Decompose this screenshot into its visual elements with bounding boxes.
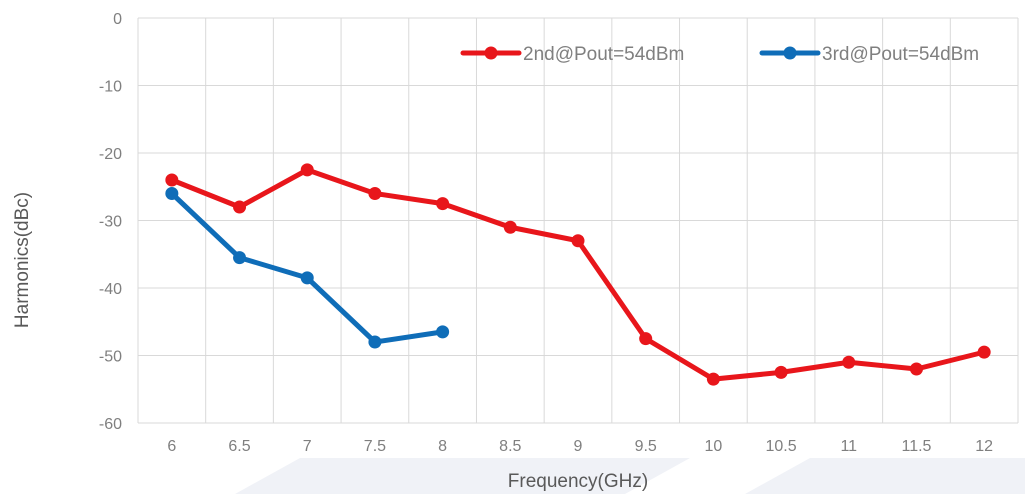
- legend: 2nd@Pout=54dBm 3rd@Pout=54dBm: [460, 44, 979, 65]
- x-tick-label: 6.5: [228, 438, 250, 455]
- x-tick-label: 10.5: [766, 438, 797, 455]
- legend-swatch-marker: [484, 46, 498, 60]
- legend-label: 3rd@Pout=54dBm: [822, 44, 979, 65]
- y-tick-label: 0: [113, 11, 122, 28]
- data-point: [639, 332, 653, 346]
- y-tick-label: -40: [99, 281, 122, 298]
- x-tick-label: 11.5: [901, 438, 931, 455]
- x-tick-label: 8: [438, 438, 447, 455]
- x-tick-label: 9.5: [635, 438, 657, 455]
- x-tick-label: 7.5: [364, 438, 386, 455]
- y-tick-label: -20: [99, 146, 122, 163]
- x-tick-label: 7: [303, 438, 312, 455]
- y-tick-label: -10: [99, 79, 122, 96]
- data-point: [300, 163, 314, 177]
- data-point: [300, 271, 314, 285]
- legend-item: 2nd@Pout=54dBm: [460, 44, 684, 65]
- data-point: [368, 335, 382, 349]
- background-stripes: [235, 458, 1025, 494]
- legend-swatch-marker: [783, 46, 797, 60]
- data-point: [842, 355, 856, 369]
- legend-label: 2nd@Pout=54dBm: [523, 44, 684, 65]
- data-point: [706, 372, 720, 386]
- data-point: [368, 187, 382, 200]
- series-layer: [165, 163, 991, 386]
- background-stripe: [745, 458, 1025, 494]
- data-point: [233, 200, 247, 214]
- series-line: [169, 191, 446, 345]
- background-stripe: [235, 458, 690, 494]
- data-point: [436, 197, 450, 211]
- data-point: [165, 173, 179, 187]
- data-point: [165, 187, 179, 200]
- y-tick-label: -60: [99, 416, 122, 433]
- data-point: [503, 220, 517, 234]
- series-1: [165, 163, 991, 386]
- data-point: [774, 365, 788, 379]
- data-point: [436, 325, 450, 339]
- data-point: [909, 362, 923, 376]
- y-tick-label: -30: [99, 214, 122, 231]
- x-tick-label: 9: [574, 438, 583, 455]
- x-tick-label: 6: [167, 438, 176, 455]
- data-point: [571, 234, 585, 248]
- data-point: [977, 345, 991, 359]
- x-tick-label: 8.5: [499, 438, 521, 455]
- data-point: [233, 251, 247, 265]
- y-axis-title: Harmonics(dBc): [12, 192, 33, 328]
- x-tick-label: 10: [704, 438, 722, 455]
- x-tick-labels: 6 6.5 7 7.5 8 8.5 9 9.5 10 10.5 11 11.5 12: [167, 438, 993, 455]
- y-tick-labels: 0 -10 -20 -30 -40 -50 -60: [99, 11, 122, 433]
- x-tick-label: 12: [975, 438, 993, 455]
- x-axis-title: Frequency(GHz): [508, 471, 648, 492]
- series-2: [165, 187, 450, 349]
- grid: [137, 17, 1019, 424]
- legend-item: 3rd@Pout=54dBm: [759, 44, 979, 65]
- y-tick-label: -50: [99, 349, 122, 366]
- x-tick-label: 11: [840, 438, 857, 455]
